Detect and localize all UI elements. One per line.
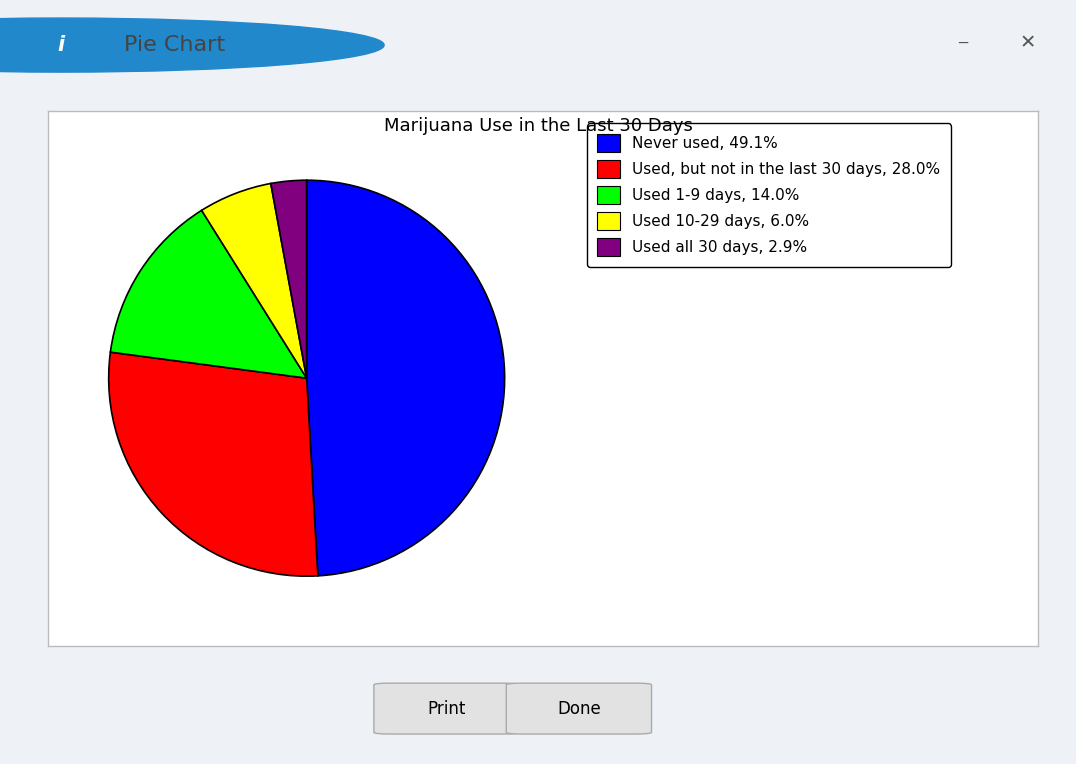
Wedge shape — [109, 352, 317, 576]
Wedge shape — [271, 180, 307, 378]
FancyBboxPatch shape — [507, 683, 652, 734]
Circle shape — [0, 18, 384, 72]
Wedge shape — [111, 210, 307, 378]
Legend: Never used, 49.1%, Used, but not in the last 30 days, 28.0%, Used 1-9 days, 14.0: Never used, 49.1%, Used, but not in the … — [586, 124, 951, 267]
Text: ✕: ✕ — [1019, 34, 1036, 53]
Text: Marijuana Use in the Last 30 Days: Marijuana Use in the Last 30 Days — [383, 117, 693, 135]
Text: Pie Chart: Pie Chart — [124, 35, 225, 55]
Text: Done: Done — [557, 700, 600, 717]
Wedge shape — [201, 183, 307, 378]
Wedge shape — [307, 180, 505, 576]
Text: i: i — [58, 35, 65, 55]
FancyBboxPatch shape — [374, 683, 519, 734]
Text: Print: Print — [427, 700, 466, 717]
Text: ─: ─ — [959, 36, 967, 50]
